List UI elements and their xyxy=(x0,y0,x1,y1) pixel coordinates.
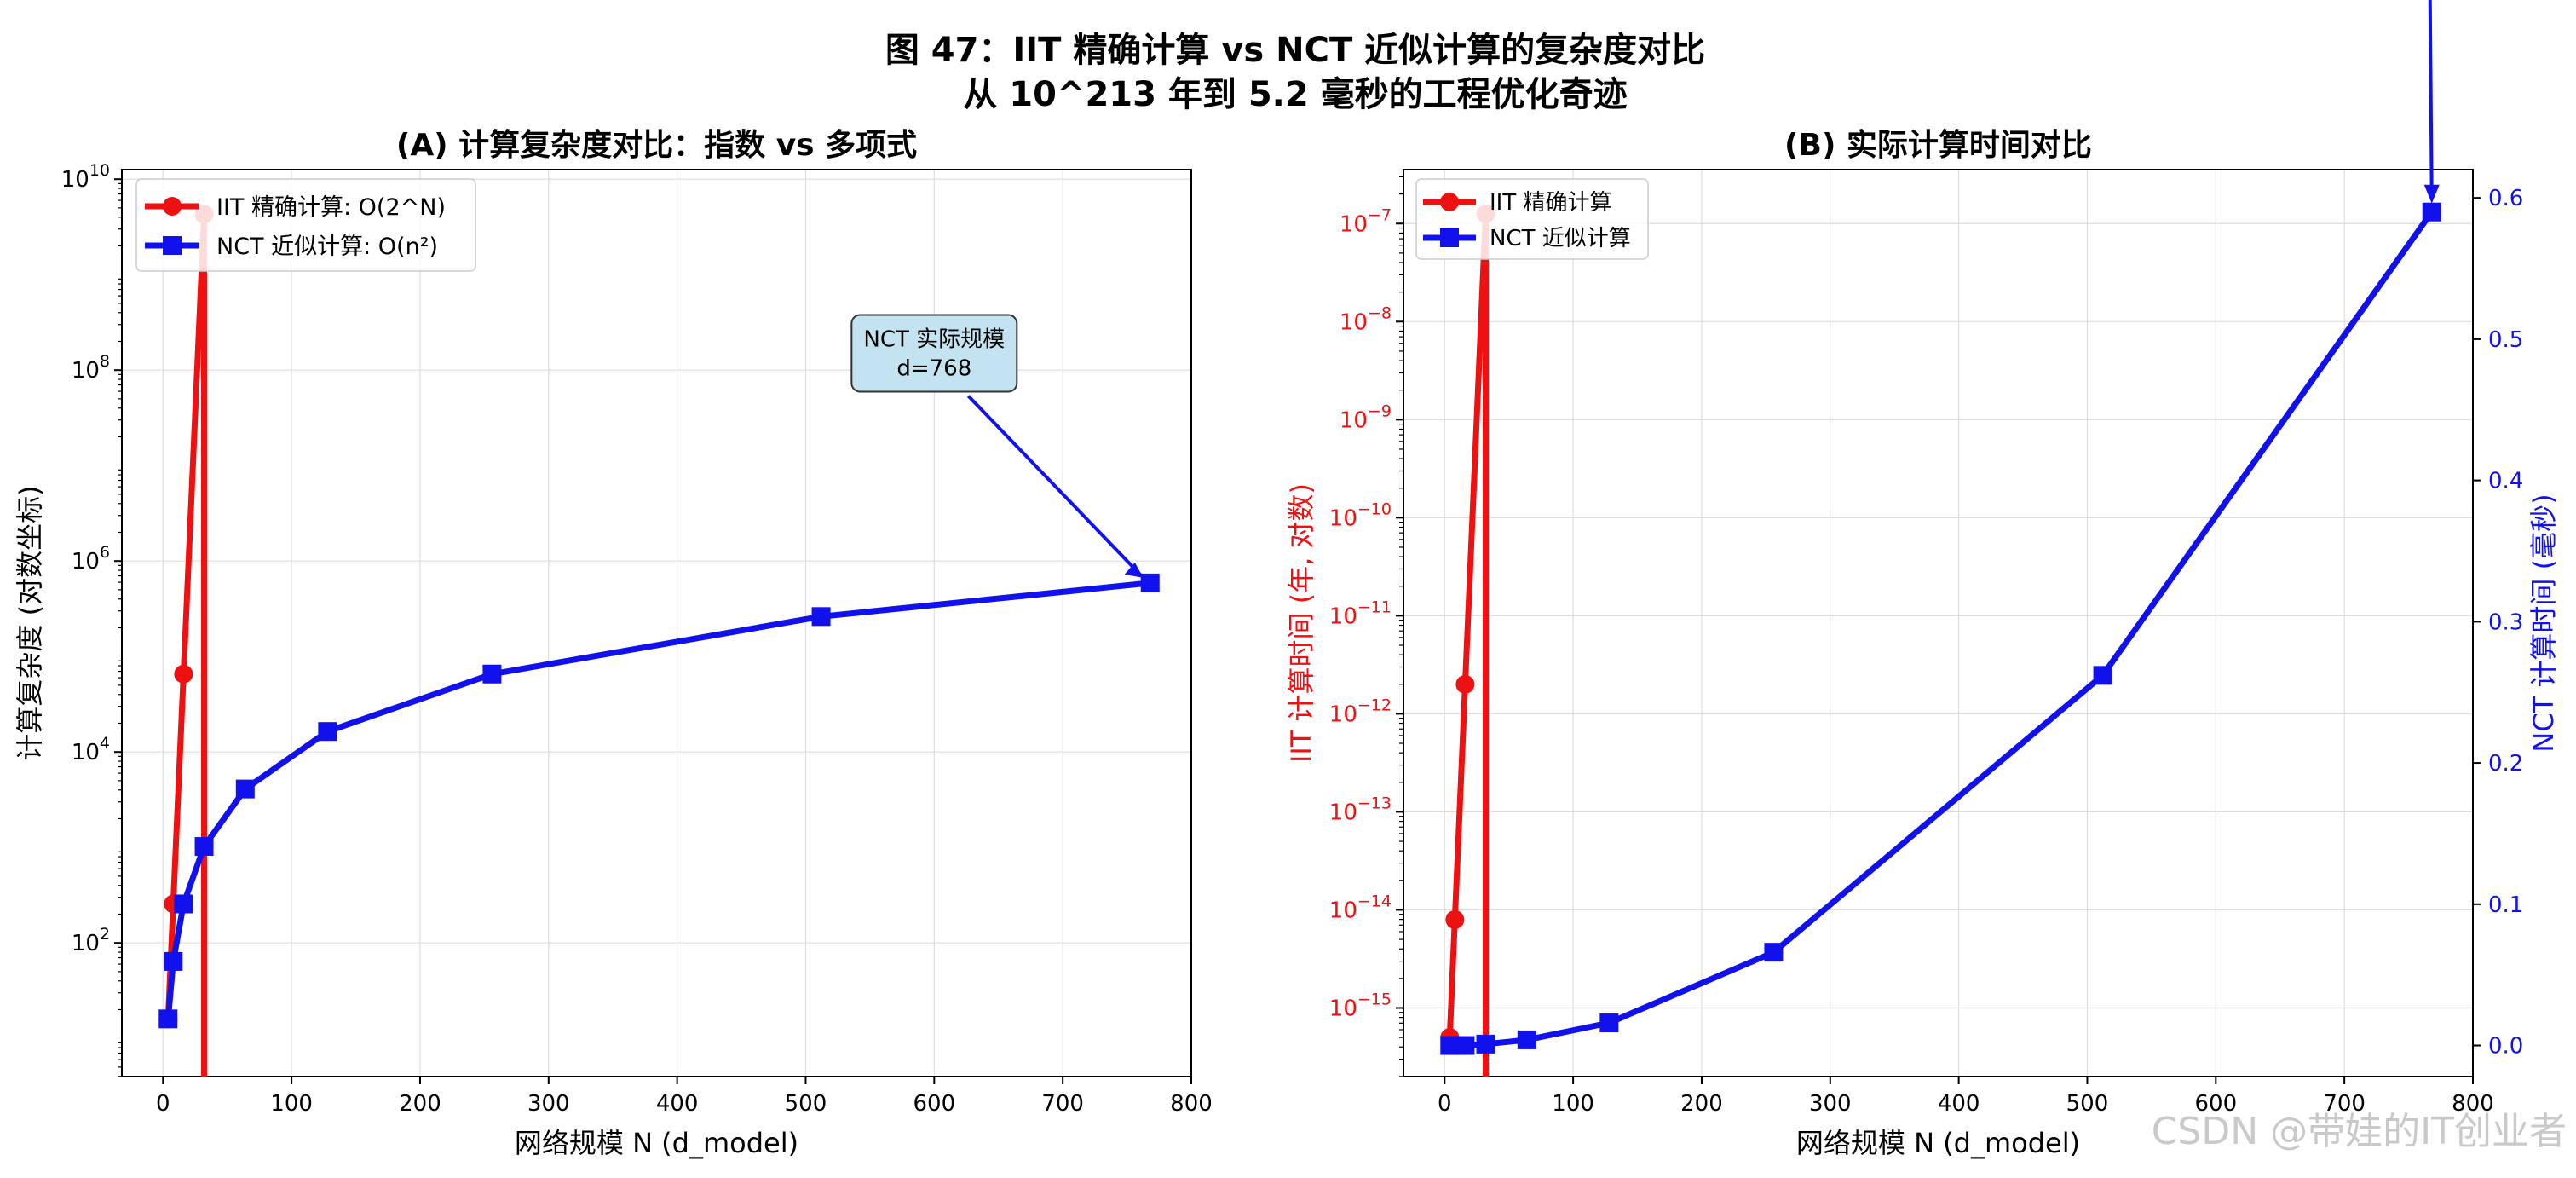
y-right-tick-label: 0.1 xyxy=(2488,892,2523,918)
y-tick-label: 1010 xyxy=(61,161,110,193)
panel-a-axes-frame xyxy=(121,169,1192,1077)
nct-data-point xyxy=(235,779,255,799)
panel-b-title: (B) 实际计算时间对比 xyxy=(1784,128,2092,163)
figure-subtitle: 从 10^213 年到 5.2 毫秒的工程优化奇迹 xyxy=(963,75,1627,114)
x-tick-label: 200 xyxy=(1680,1091,1723,1117)
x-tick-label: 400 xyxy=(1938,1091,1980,1117)
legend-marker xyxy=(163,236,182,255)
y-tick-label: 106 xyxy=(72,543,110,575)
nct-data-point xyxy=(1140,573,1160,592)
panel-a-title: (A) 计算复杂度对比：指数 vs 多项式 xyxy=(396,128,917,163)
x-tick-label: 100 xyxy=(1552,1091,1594,1117)
y-tick-label: 108 xyxy=(72,352,110,384)
nct-data-point xyxy=(1455,1036,1475,1055)
y-left-tick-label: 10−14 xyxy=(1329,892,1392,923)
panel-a: (A) 计算复杂度对比：指数 vs 多项式 0 100 200 300 400 500 600… xyxy=(14,128,1213,1159)
iit-data-point xyxy=(1455,674,1475,694)
legend-label: IIT 精确计算 xyxy=(1490,190,1611,216)
figure-title: 图 47：IIT 精确计算 vs NCT 近似计算的复杂度对比 xyxy=(885,31,1705,70)
x-tick-label: 500 xyxy=(2066,1091,2109,1117)
x-tick-label: 400 xyxy=(656,1091,699,1117)
y-left-tick-label: 10−8 xyxy=(1340,303,1392,335)
nct-data-point xyxy=(158,1009,178,1029)
y-left-tick-label: 10−15 xyxy=(1329,990,1392,1021)
top-arrow-line xyxy=(2428,0,2434,197)
panel-a-legend: IIT 精确计算: O(2^N) NCT 近似计算: O(n²) xyxy=(135,178,476,272)
nct-data-point xyxy=(1476,1034,1495,1054)
panel-b-plot xyxy=(1440,202,2441,1077)
y-right-tick-label: 0.4 xyxy=(2488,469,2523,494)
nct-data-point xyxy=(2093,666,2112,685)
y-left-tick-label: 10−10 xyxy=(1329,499,1392,531)
x-tick-label: 500 xyxy=(785,1091,827,1117)
panel-b-legend: IIT 精确计算 NCT 近似计算 xyxy=(1415,178,1649,260)
x-tick-label: 600 xyxy=(2194,1091,2237,1117)
annotation-label-line-1: NCT 实际规模 xyxy=(863,326,1005,352)
panel-b-ylabel-left: IIT 计算时间 (年, 对数) xyxy=(1285,483,1317,763)
x-tick-label: 200 xyxy=(399,1091,441,1117)
x-tick-label: 0 xyxy=(156,1091,170,1117)
nct-data-point xyxy=(482,664,502,684)
nct-data-point xyxy=(318,722,337,742)
panel-b-grid xyxy=(1403,170,2474,1077)
x-tick-label: 700 xyxy=(1041,1091,1084,1117)
panel-a-plot xyxy=(158,205,1160,1077)
y-right-tick-label: 0.0 xyxy=(2488,1034,2523,1060)
legend-label: IIT 精确计算: O(2^N) xyxy=(216,194,446,221)
watermark: CSDN @带娃的IT创业者 xyxy=(2152,1110,2567,1153)
nct-data-point xyxy=(164,951,183,971)
y-left-tick-label: 10−7 xyxy=(1340,205,1392,237)
x-tick-label: 800 xyxy=(1170,1091,1213,1117)
y-right-tick-label: 0.6 xyxy=(2488,186,2523,211)
nct-data-point xyxy=(2422,202,2441,222)
nct-data-point xyxy=(174,894,193,914)
x-tick-label: 0 xyxy=(1438,1091,1452,1117)
nct-data-point xyxy=(1764,943,1784,962)
nct-series-line xyxy=(1449,210,2435,1048)
iit-series-line xyxy=(1446,211,1489,1077)
x-tick-label: 300 xyxy=(1809,1091,1852,1117)
annotation-arrowhead xyxy=(1124,562,1144,578)
y-left-tick-label: 10−13 xyxy=(1329,794,1392,825)
panel-a-grid xyxy=(122,170,1192,1077)
iit-data-point xyxy=(174,664,193,684)
y-left-tick-label: 10−11 xyxy=(1329,598,1392,629)
iit-data-point xyxy=(1445,909,1465,929)
x-tick-label: 600 xyxy=(913,1091,955,1117)
y-right-tick-label: 0.3 xyxy=(2488,609,2523,635)
y-left-tick-label: 10−9 xyxy=(1340,401,1392,433)
panel-b-xlabel: 网络规模 N (d_model) xyxy=(1796,1127,2080,1159)
legend-marker xyxy=(163,197,182,216)
y-right-tick-label: 0.5 xyxy=(2488,327,2523,353)
panel-a-ylabel: 计算复杂度 (对数坐标) xyxy=(14,485,46,760)
nct-data-point xyxy=(811,607,831,627)
nct-data-point xyxy=(1517,1030,1536,1049)
legend-marker xyxy=(1440,193,1459,211)
y-tick-label: 104 xyxy=(72,734,110,765)
panel-b-ylabel-right: NCT 计算时间 (毫秒) xyxy=(2527,494,2560,752)
nct-data-point xyxy=(194,837,214,857)
annotation-box xyxy=(850,314,1018,393)
legend-label: NCT 近似计算 xyxy=(1490,226,1631,251)
x-tick-label: 800 xyxy=(2452,1091,2494,1117)
legend-label: NCT 近似计算: O(n²) xyxy=(216,234,438,260)
panel-b: (B) 实际计算时间对比 0 100 200 300 400 500 600 700 800 10−… xyxy=(1285,0,2560,1159)
x-tick-label: 100 xyxy=(270,1091,313,1117)
panel-a-xlabel: 网络规模 N (d_model) xyxy=(515,1127,798,1159)
annotation-arrow xyxy=(966,395,1145,580)
nct-data-point xyxy=(1599,1013,1619,1033)
y-tick-label: 102 xyxy=(72,925,110,956)
nct-series-line xyxy=(164,580,1151,1019)
legend-marker xyxy=(1440,228,1459,247)
x-tick-label: 300 xyxy=(527,1091,570,1117)
legend-frame xyxy=(135,178,476,272)
y-left-tick-label: 10−12 xyxy=(1329,696,1392,727)
annotation-label-line-2: d=768 xyxy=(896,355,971,381)
x-tick-label: 700 xyxy=(2323,1091,2366,1117)
panel-b-axes-frame xyxy=(1403,169,2474,1077)
y-right-tick-label: 0.2 xyxy=(2488,751,2523,777)
top-arrow-head xyxy=(2423,184,2440,204)
